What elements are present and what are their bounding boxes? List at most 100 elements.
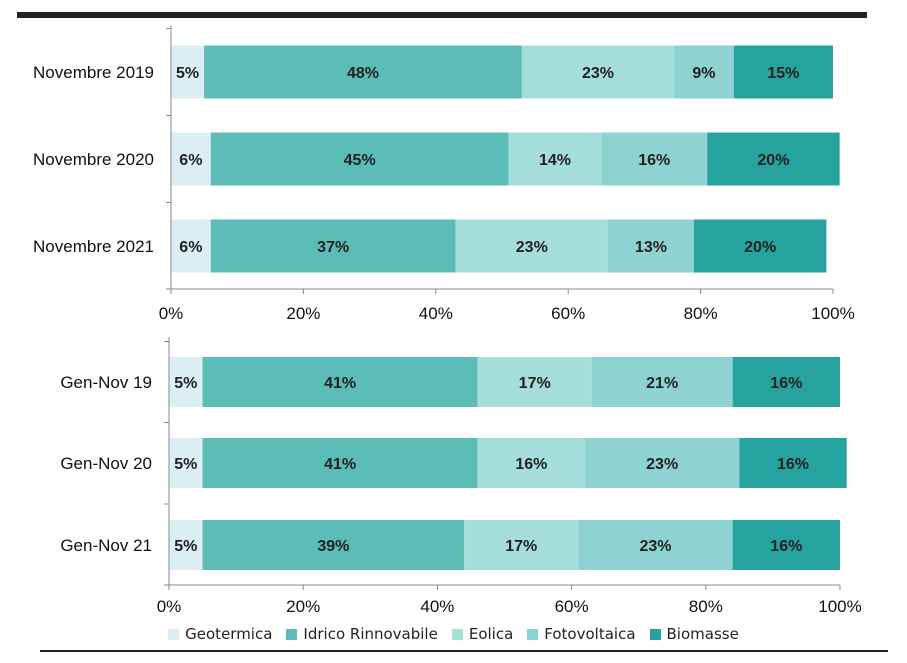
- data-label-eolica: 17%: [505, 538, 537, 555]
- legend-item-geotermica: Geotermica: [168, 625, 272, 643]
- bar-segment-biomasse: [707, 132, 840, 186]
- legend-item-fotovoltaica: Fotovoltaica: [527, 625, 636, 643]
- x-tick-label: 100%: [811, 304, 854, 323]
- data-label-eolica: 23%: [582, 65, 614, 82]
- data-label-eolica: 16%: [515, 456, 547, 473]
- bar-segment-eolica: [521, 45, 675, 99]
- bar-row-gen-nov-21: Gen-Nov 21 5% 39% 17% 23% 16%: [60, 520, 840, 570]
- data-label-biomasse: 20%: [744, 239, 776, 256]
- bar-segment-idrico-rinnovabile: [202, 438, 478, 488]
- bar-segment-fotovoltaica: [607, 219, 694, 273]
- chart-2: Gen-Nov 19 5% 41% 17% 21% 16% Gen-Nov 20 5% 41% 1…: [60, 337, 862, 616]
- bar-segment-fotovoltaica: [674, 45, 734, 99]
- data-label-biomasse: 20%: [757, 152, 789, 169]
- data-label-idrico-rinnovabile: 45%: [344, 152, 376, 169]
- data-label-eolica: 17%: [519, 375, 551, 392]
- x-tick-label: 0%: [159, 304, 184, 323]
- data-label-fotovoltaica: 21%: [646, 375, 678, 392]
- bar-segment-geotermica: [169, 520, 203, 570]
- bar-segment-biomasse: [732, 357, 840, 407]
- data-label-idrico-rinnovabile: 39%: [317, 538, 349, 555]
- bar-segment-eolica: [477, 357, 592, 407]
- bar-segment-fotovoltaica: [578, 520, 733, 570]
- bar-segment-geotermica: [171, 45, 205, 99]
- x-tick-label: 100%: [818, 597, 861, 616]
- data-label-idrico-rinnovabile: 41%: [324, 375, 356, 392]
- legend-label-fotovoltaica: Fotovoltaica: [544, 625, 636, 643]
- x-tick-label: 40%: [419, 304, 453, 323]
- bar-segment-idrico-rinnovabile: [202, 357, 478, 407]
- bar-segment-eolica: [464, 520, 579, 570]
- x-tick-label: 60%: [551, 304, 585, 323]
- data-label-fotovoltaica: 23%: [646, 456, 678, 473]
- legend-swatch-idrico-rinnovabile: [286, 628, 298, 640]
- bar-segment-idrico-rinnovabile: [210, 132, 509, 186]
- category-label-novembre-2021: Novembre 2021: [33, 237, 154, 256]
- data-label-geotermica: 6%: [179, 239, 202, 256]
- bar-row-novembre-2021: Novembre 2021 6% 37% 23% 13% 20%: [33, 219, 827, 273]
- data-label-geotermica: 5%: [174, 375, 197, 392]
- legend-item-idrico-rinnovabile: Idrico Rinnovabile: [286, 625, 438, 643]
- bar-segment-geotermica: [169, 357, 203, 407]
- data-label-fotovoltaica: 23%: [639, 538, 671, 555]
- legend-item-biomasse: Biomasse: [649, 625, 739, 643]
- x-tick-label: 20%: [286, 597, 320, 616]
- data-label-biomasse: 16%: [770, 375, 802, 392]
- category-label-novembre-2020: Novembre 2020: [33, 150, 154, 169]
- category-label-gen-nov-21: Gen-Nov 21: [60, 536, 152, 555]
- x-tick-label: 60%: [555, 597, 589, 616]
- data-label-idrico-rinnovabile: 41%: [324, 456, 356, 473]
- category-label-gen-nov-20: Gen-Nov 20: [60, 454, 152, 473]
- data-label-biomasse: 16%: [770, 538, 802, 555]
- chart-legend: Geotermica Idrico Rinnovabile Eolica Fot…: [0, 623, 907, 645]
- legend-label-biomasse: Biomasse: [666, 625, 739, 643]
- bar-segment-geotermica: [169, 438, 203, 488]
- bar-segment-fotovoltaica: [601, 132, 708, 186]
- legend-label-geotermica: Geotermica: [185, 625, 273, 643]
- x-tick-label: 0%: [157, 597, 182, 616]
- category-label-novembre-2019: Novembre 2019: [33, 63, 154, 82]
- data-label-idrico-rinnovabile: 37%: [317, 239, 349, 256]
- bar-segment-eolica: [477, 438, 586, 488]
- legend-swatch-geotermica: [168, 628, 180, 640]
- legend-swatch-fotovoltaica: [527, 628, 539, 640]
- bar-segment-idrico-rinnovabile: [210, 219, 456, 273]
- bar-segment-eolica: [508, 132, 602, 186]
- bar-segment-fotovoltaica: [585, 438, 740, 488]
- bar-segment-geotermica: [171, 132, 211, 186]
- x-tick-label: 40%: [420, 597, 454, 616]
- bar-row-novembre-2020: Novembre 2020 6% 45% 14% 16% 20%: [33, 132, 840, 186]
- bar-row-gen-nov-20: Gen-Nov 20 5% 41% 16% 23% 16%: [60, 438, 847, 488]
- bar-segment-idrico-rinnovabile: [202, 520, 465, 570]
- data-label-geotermica: 5%: [174, 538, 197, 555]
- data-label-fotovoltaica: 9%: [692, 65, 715, 82]
- bar-segment-biomasse: [732, 520, 840, 570]
- bar-segment-biomasse: [693, 219, 827, 273]
- legend-item-eolica: Eolica: [451, 625, 514, 643]
- bar-segment-biomasse: [739, 438, 847, 488]
- data-label-eolica: 23%: [516, 239, 548, 256]
- data-label-idrico-rinnovabile: 48%: [347, 65, 379, 82]
- data-label-fotovoltaica: 16%: [638, 152, 670, 169]
- category-label-gen-nov-19: Gen-Nov 19: [60, 373, 152, 392]
- legend-swatch-eolica: [451, 628, 463, 640]
- legend-label-idrico-rinnovabile: Idrico Rinnovabile: [303, 625, 438, 643]
- bar-segment-eolica: [455, 219, 608, 273]
- data-label-fotovoltaica: 13%: [635, 239, 667, 256]
- data-label-biomasse: 16%: [777, 456, 809, 473]
- x-tick-label: 20%: [286, 304, 320, 323]
- bar-row-gen-nov-19: Gen-Nov 19 5% 41% 17% 21% 16%: [60, 357, 840, 407]
- bar-row-novembre-2019: Novembre 2019 5% 48% 23% 9% 15%: [33, 45, 833, 99]
- legend-label-eolica: Eolica: [468, 625, 514, 643]
- bar-segment-fotovoltaica: [591, 357, 733, 407]
- data-label-geotermica: 5%: [174, 456, 197, 473]
- data-label-geotermica: 6%: [179, 152, 202, 169]
- data-label-eolica: 14%: [539, 152, 571, 169]
- data-label-geotermica: 5%: [176, 65, 199, 82]
- x-tick-label: 80%: [684, 304, 718, 323]
- legend-swatch-biomasse: [649, 628, 661, 640]
- bar-segment-geotermica: [171, 219, 211, 273]
- chart-1: Novembre 2019 5% 48% 23% 9% 15% Novembre 2020 6…: [33, 25, 855, 323]
- x-tick-label: 80%: [689, 597, 723, 616]
